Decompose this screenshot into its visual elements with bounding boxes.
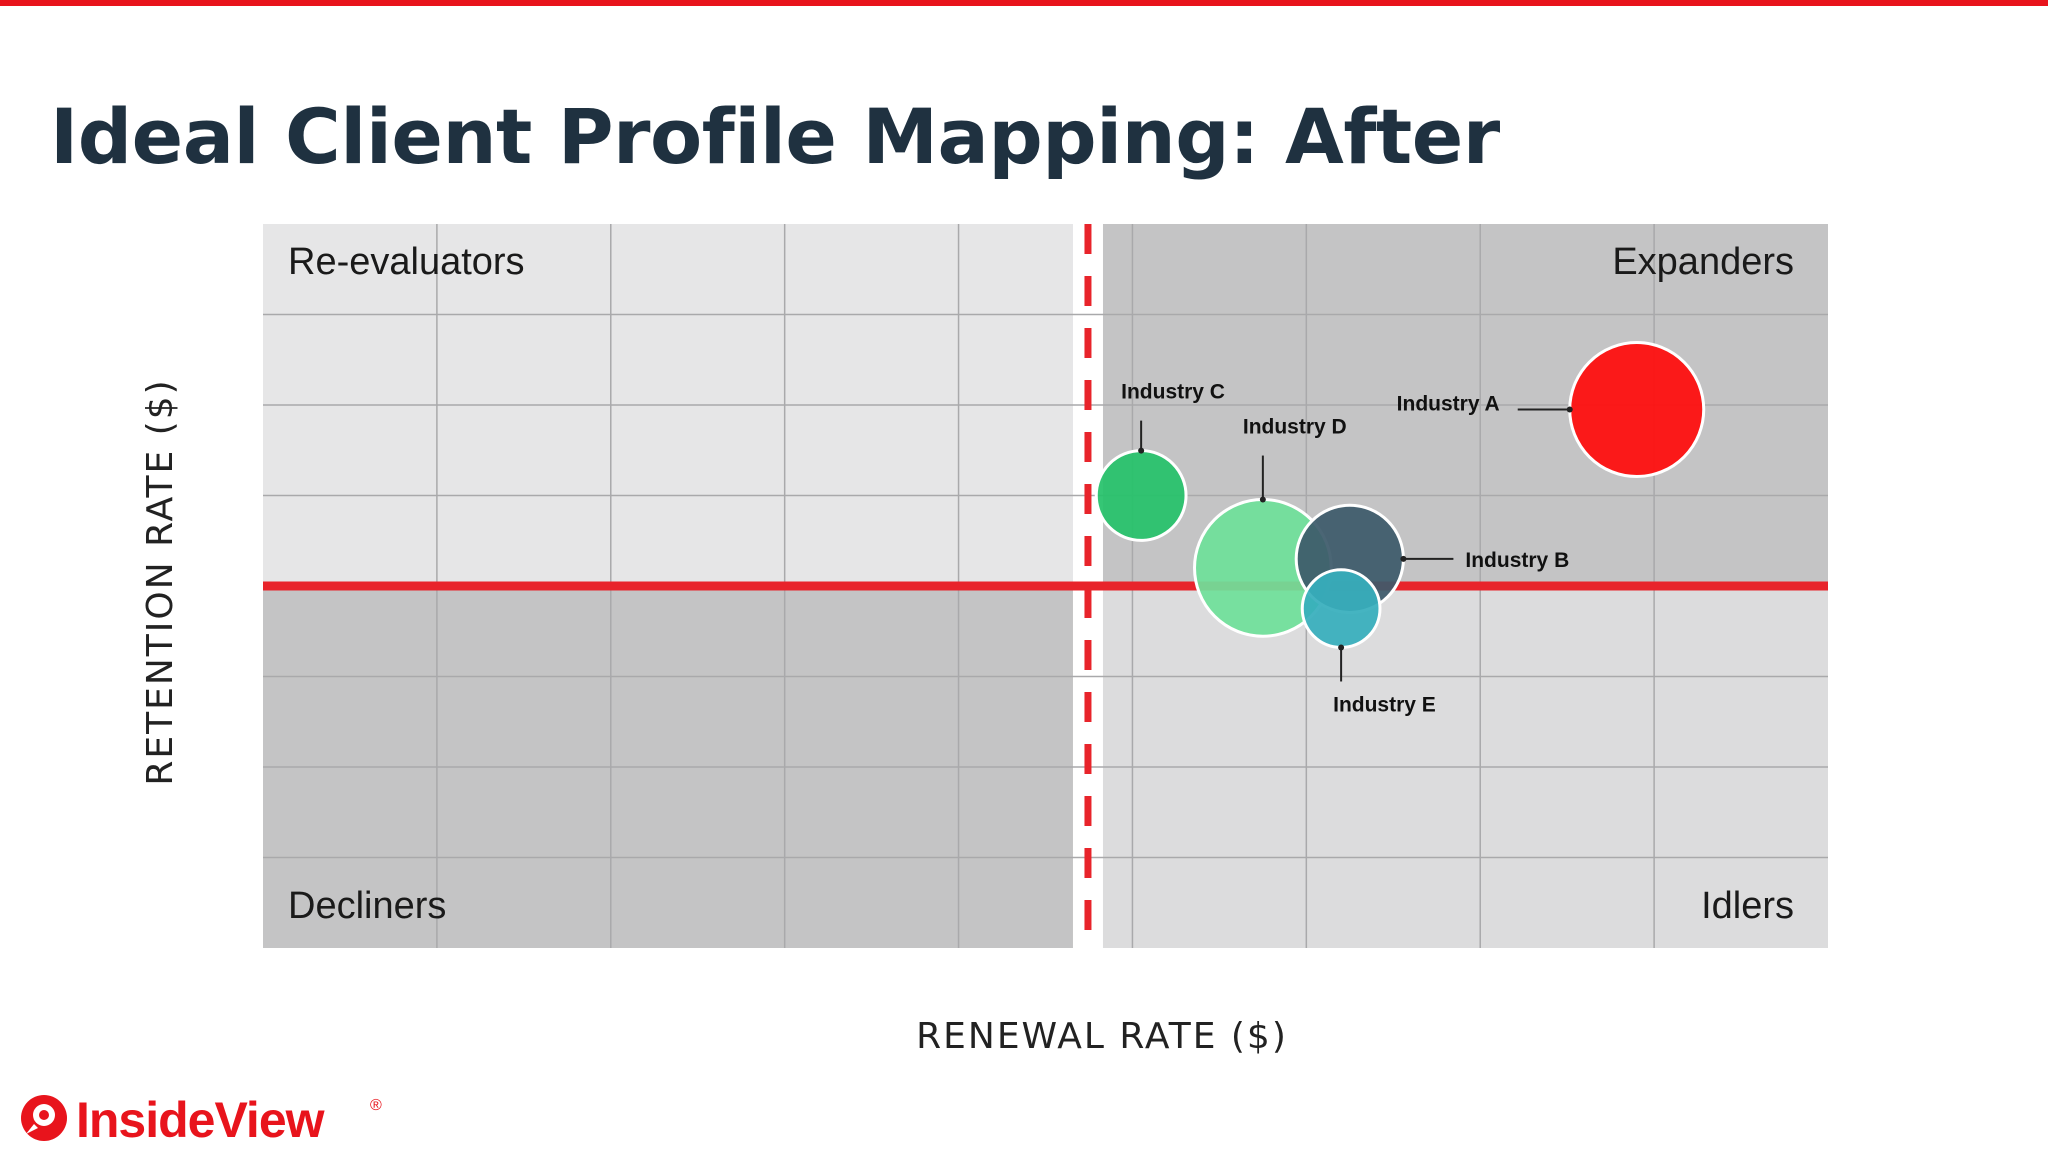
callout-dot-industry-a: [1566, 406, 1573, 413]
quadrant-label-idlers: Idlers: [1701, 885, 1794, 927]
callout-dot-industry-e: [1338, 644, 1345, 651]
bubbles: [1094, 341, 1706, 649]
callout-dot-industry-d: [1259, 496, 1266, 503]
brand-registered-mark: ®: [370, 1097, 382, 1114]
page-title: Ideal Client Profile Mapping: After: [50, 92, 1500, 181]
callout-label-industry-b: Industry B: [1465, 549, 1569, 572]
logo-mark-icon: [21, 1095, 67, 1141]
bubble-industry-a: [1568, 341, 1706, 479]
bubble-industry-c: [1094, 449, 1188, 542]
bubble-industry-e: [1300, 568, 1382, 649]
y-axis-label: RETENTION RATE ($): [140, 378, 181, 785]
callout-label-industry-a: Industry A: [1397, 393, 1500, 416]
callout-label-industry-e: Industry E: [1333, 693, 1436, 716]
quadrant-label-re-evaluators: Re-evaluators: [288, 241, 525, 283]
top-accent-bar: [0, 0, 2048, 6]
quadrant-label-decliners: Decliners: [288, 885, 446, 927]
bubble-callouts: Industry A Industry B Industry C Industry D…: [1121, 381, 1573, 716]
quadrant-label-expanders: Expanders: [1612, 241, 1794, 283]
x-axis-label: RENEWAL RATE ($): [916, 1016, 1288, 1057]
callout-dot-industry-b: [1400, 555, 1407, 562]
callout-dot-industry-c: [1138, 447, 1145, 454]
threshold-lines: [263, 224, 1828, 948]
quadrant-labels: Re-evaluators Expanders Decliners Idlers: [288, 241, 1794, 927]
callout-label-industry-d: Industry D: [1243, 416, 1347, 439]
brand-name: InsideView: [76, 1092, 325, 1148]
callout-label-industry-c: Industry C: [1121, 381, 1225, 404]
insideview-logo: InsideView ®: [21, 1092, 382, 1148]
